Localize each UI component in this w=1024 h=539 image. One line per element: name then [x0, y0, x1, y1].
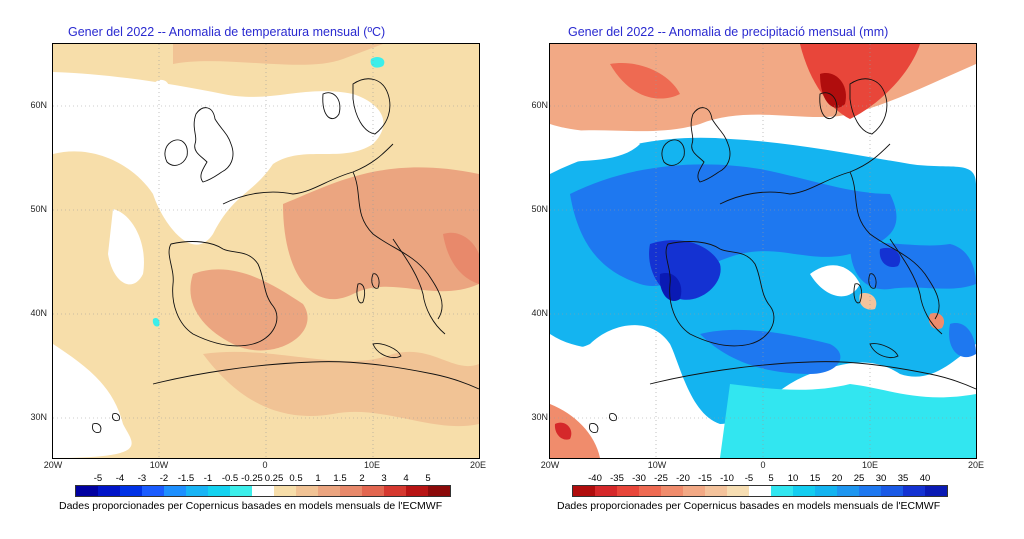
colorbar-tick-label: -15: [698, 473, 712, 484]
colorbar-tick-label: -40: [588, 473, 602, 484]
colorbar-swatch: [793, 486, 815, 496]
colorbar-swatch: [661, 486, 683, 496]
lat-label-30n: 30N: [531, 412, 548, 422]
lon-label-0: 0: [262, 460, 268, 470]
colorbar-swatch: [252, 486, 274, 496]
colorbar-tick-label: -25: [654, 473, 668, 484]
colorbar-tick-label: -0.5: [221, 473, 239, 484]
colorbar-swatch: [318, 486, 340, 496]
colorbar-tick-label: 0.5: [289, 473, 303, 484]
colorbar-tick-label: 1.5: [333, 473, 347, 484]
colorbar-tick-label: -0.25: [241, 473, 263, 484]
colorbar-tick-label: 30: [875, 473, 887, 484]
colorbar-tick-label: -5: [744, 473, 754, 484]
temperature-anomaly-panel: Gener del 2022 -- Anomalia de temperatur…: [30, 25, 487, 512]
precipitation-map: [549, 43, 977, 459]
colorbar-swatch: [815, 486, 837, 496]
colorbar-tick-label: 10: [787, 473, 799, 484]
lon-label-10e: 10E: [861, 460, 879, 470]
precipitation-anomaly-panel: Gener del 2022 -- Anomalia de precipitac…: [512, 0, 1024, 539]
colorbar-swatch: [120, 486, 142, 496]
colorbar-swatch: [881, 486, 903, 496]
lat-label-50n: 50N: [30, 204, 47, 214]
precipitation-map-canvas: [550, 44, 976, 458]
colorbar-swatch: [406, 486, 428, 496]
temperature-colorbar: [75, 485, 451, 497]
colorbar-tick-label: -2: [159, 473, 169, 484]
colorbar-swatch: [142, 486, 164, 496]
colorbar-swatch: [727, 486, 749, 496]
colorbar-swatch: [164, 486, 186, 496]
lon-label-10w: 10W: [647, 460, 667, 470]
colorbar-tick-label: 0.25: [264, 473, 284, 484]
colorbar-swatch: [749, 486, 771, 496]
colorbar-tick-label: -4: [115, 473, 125, 484]
colorbar-swatch: [362, 486, 384, 496]
colorbar-swatch: [340, 486, 362, 496]
colorbar-tick-label: 35: [897, 473, 909, 484]
lat-label-30n: 30N: [30, 412, 47, 422]
colorbar-swatch: [230, 486, 252, 496]
lon-label-10e: 10E: [363, 460, 381, 470]
colorbar-swatch: [384, 486, 406, 496]
colorbar-tick-label: 5: [425, 473, 431, 484]
lon-label-10w: 10W: [149, 460, 169, 470]
colorbar-tick-label: 20: [831, 473, 843, 484]
lat-label-60n: 60N: [30, 100, 47, 110]
colorbar-tick-label: 1: [315, 473, 321, 484]
colorbar-swatch: [859, 486, 881, 496]
lat-label-50n: 50N: [531, 204, 548, 214]
colorbar-swatch: [296, 486, 318, 496]
colorbar-tick-label: 25: [853, 473, 865, 484]
precipitation-credit: Dades proporcionades per Copernicus basa…: [557, 500, 941, 512]
lon-label-0: 0: [760, 460, 766, 470]
colorbar-tick-label: -30: [632, 473, 646, 484]
lon-label-20e: 20E: [469, 460, 487, 470]
colorbar-tick-label: -5: [93, 473, 103, 484]
temperature-map-title: Gener del 2022 -- Anomalia de temperatur…: [68, 25, 386, 39]
colorbar-swatch: [925, 486, 947, 496]
colorbar-tick-label: 5: [768, 473, 774, 484]
temperature-map: [52, 43, 480, 459]
colorbar-tick-label: 2: [359, 473, 365, 484]
colorbar-tick-label: -3: [137, 473, 147, 484]
colorbar-swatch: [639, 486, 661, 496]
colorbar-swatch: [186, 486, 208, 496]
precipitation-colorbar: [572, 485, 948, 497]
colorbar-swatch: [573, 486, 595, 496]
colorbar-swatch: [428, 486, 450, 496]
colorbar-swatch: [837, 486, 859, 496]
colorbar-swatch: [274, 486, 296, 496]
lat-label-60n: 60N: [531, 100, 548, 110]
colorbar-tick-label: -10: [720, 473, 734, 484]
lon-label-20w: 20W: [43, 460, 63, 470]
colorbar-swatch: [208, 486, 230, 496]
lat-label-40n: 40N: [30, 308, 47, 318]
colorbar-tick-label: 40: [919, 473, 931, 484]
colorbar-tick-label: 3: [381, 473, 387, 484]
lon-label-20w: 20W: [540, 460, 560, 470]
colorbar-swatch: [595, 486, 617, 496]
colorbar-tick-label: -35: [610, 473, 624, 484]
lon-label-20e: 20E: [967, 460, 985, 470]
colorbar-tick-label: -1: [203, 473, 213, 484]
temperature-map-canvas: [53, 44, 479, 458]
colorbar-swatch: [771, 486, 793, 496]
colorbar-tick-label: 4: [403, 473, 409, 484]
temperature-credit: Dades proporcionades per Copernicus basa…: [59, 500, 443, 512]
precipitation-map-title: Gener del 2022 -- Anomalia de precipitac…: [568, 25, 889, 39]
colorbar-tick-label: -20: [676, 473, 690, 484]
colorbar-swatch: [683, 486, 705, 496]
colorbar-swatch: [76, 486, 98, 496]
colorbar-swatch: [617, 486, 639, 496]
colorbar-swatch: [98, 486, 120, 496]
colorbar-tick-label: 15: [809, 473, 821, 484]
colorbar-swatch: [903, 486, 925, 496]
colorbar-swatch: [705, 486, 727, 496]
lat-label-40n: 40N: [531, 308, 548, 318]
colorbar-tick-label: -1.5: [177, 473, 195, 484]
